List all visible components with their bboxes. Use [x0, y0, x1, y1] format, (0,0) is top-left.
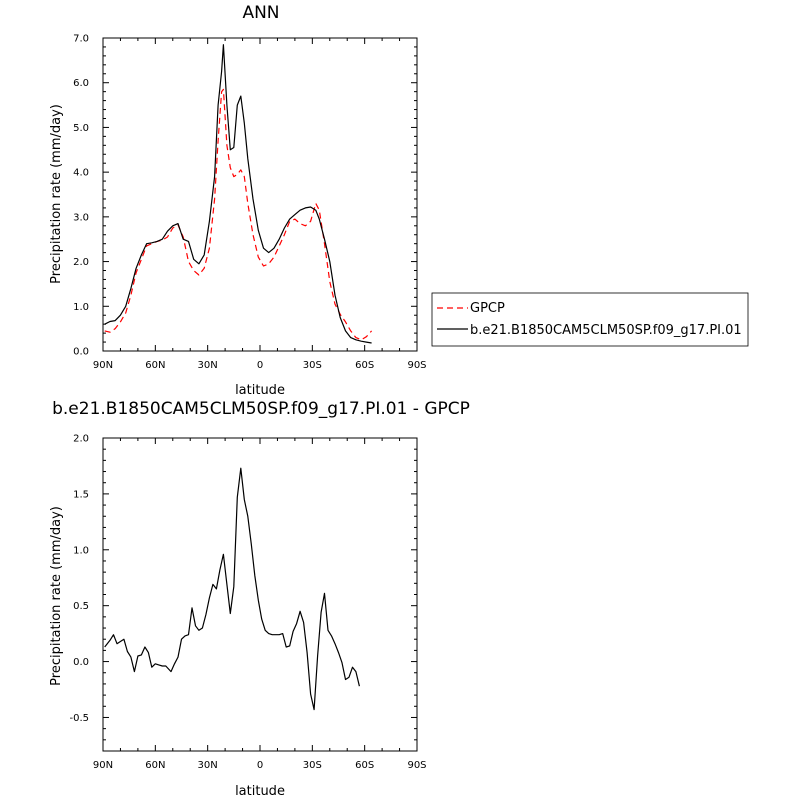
x-tick-label: 0: [257, 760, 263, 771]
y-tick-label: 1.0: [73, 545, 89, 556]
x-tick-label: 30N: [198, 760, 218, 771]
series-layer: [104, 44, 373, 344]
y-tick-label: 2.0: [73, 257, 89, 268]
y-tick-label: 6.0: [73, 78, 89, 89]
y-tick-label: -0.5: [69, 713, 89, 724]
x-tick-label: 30S: [303, 760, 322, 771]
x-axis-title: latitude: [235, 784, 285, 799]
y-tick-label: 2.0: [73, 434, 89, 445]
y-tick-label: 0.0: [73, 657, 89, 668]
series-line-model: [104, 44, 372, 344]
series-line-gpcp: [104, 88, 373, 341]
plot-title: b.e21.B1850CAM5CLM50SP.f09_g17.PI.01 - G…: [52, 399, 470, 419]
x-tick-label: 90N: [93, 360, 113, 371]
series-layer: [104, 467, 360, 711]
plot-frame: [102, 37, 418, 352]
x-tick-label: 60N: [145, 760, 165, 771]
y-tick-label: 1.5: [73, 489, 89, 500]
plot-title: ANN: [242, 3, 279, 23]
x-tick-label: 0: [257, 360, 263, 371]
plot-frame: [102, 437, 418, 752]
y-axis-title: Precipitation rate (mm/day): [49, 506, 64, 686]
x-tick-label: 60N: [145, 360, 165, 371]
y-axis-title: Precipitation rate (mm/day): [49, 104, 64, 284]
y-tick-label: 7.0: [73, 34, 89, 45]
x-axis: 90N 60N 30N 0 30S 60S 90S: [93, 38, 427, 371]
x-tick-label: 60S: [355, 760, 374, 771]
series-line-difference: [104, 467, 360, 711]
y-tick-label: 0.5: [73, 601, 89, 612]
y-tick-label: 5.0: [73, 123, 89, 134]
legend-box: [431, 292, 749, 347]
y-tick-label: 3.0: [73, 212, 89, 223]
x-tick-label: 30N: [198, 360, 218, 371]
y-axis: -0.5 0.0 0.5 1.0 1.5 2.0: [69, 434, 417, 752]
x-tick-label: 60S: [355, 360, 374, 371]
y-tick-label: 4.0: [73, 168, 89, 179]
difference-panel: b.e21.B1850CAM5CLM50SP.f09_g17.PI.01 - G…: [49, 399, 470, 799]
mean-precipitation-panel: ANN 90N 60N 30N 0 30S 60S 90S 0.0 1.0 2.0 3.0 4.0 5…: [49, 3, 749, 398]
x-axis-title: latitude: [235, 383, 285, 398]
x-tick-label: 90S: [407, 360, 426, 371]
y-tick-label: 1.0: [73, 302, 89, 313]
legend-label-gpcp: GPCP: [470, 301, 505, 316]
x-tick-label: 30S: [303, 360, 322, 371]
y-tick-label: 0.0: [73, 347, 89, 358]
x-tick-label: 90S: [407, 760, 426, 771]
x-axis: 90N 60N 30N 0 30S 60S 90S: [93, 438, 427, 771]
y-axis: 0.0 1.0 2.0 3.0 4.0 5.0 6.0 7.0: [73, 34, 417, 358]
x-tick-label: 90N: [93, 760, 113, 771]
legend-label-model: b.e21.B1850CAM5CLM50SP.f09_g17.PI.01: [470, 323, 742, 338]
legend: GPCP b.e21.B1850CAM5CLM50SP.f09_g17.PI.0…: [431, 292, 749, 347]
